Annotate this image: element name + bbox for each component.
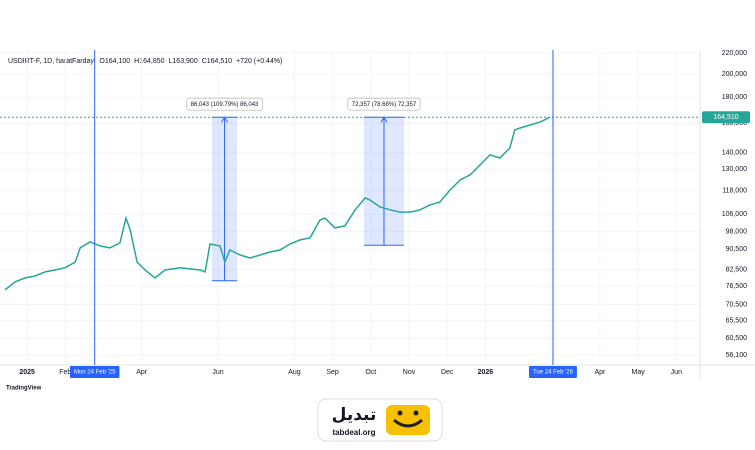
y-tick-label: 118,000 <box>722 187 747 194</box>
x-tick-label: Feb <box>59 369 71 376</box>
x-tick-label: Oct <box>365 369 376 376</box>
x-tick-label: Jun <box>212 369 223 376</box>
last-price-tag <box>702 111 750 124</box>
x-tick-label: Sep <box>326 369 339 376</box>
header-item: L163,900 <box>169 58 198 65</box>
price-line <box>4 116 551 291</box>
logo-dot <box>413 410 419 416</box>
measure-label-box <box>347 97 421 111</box>
logo-icon <box>386 405 430 435</box>
y-tick-label: 82,500 <box>726 267 748 274</box>
measure-label: 86,043 (109.79%) 86,043 <box>191 102 259 108</box>
y-tick-label: 56,100 <box>726 352 748 359</box>
x-tick-label: 2026 <box>478 369 494 376</box>
last-price-label: 164,510 <box>713 114 738 121</box>
measure-label-box <box>186 97 263 111</box>
x-tick-label: May <box>632 369 646 376</box>
y-tick-label: 160,000 <box>722 120 747 127</box>
y-tick-label: 180,000 <box>722 94 747 101</box>
y-tick-label: 65,500 <box>726 318 748 325</box>
measure-arrowhead <box>380 116 388 123</box>
logo-smile <box>393 418 423 428</box>
header-item: USDIRT-F, 1D, haratFardayi <box>8 58 96 65</box>
crosshair-label: Tue 24 Feb '26 <box>533 370 574 376</box>
x-tick-label: Aug <box>288 369 301 376</box>
logo-text: تبدیل <box>332 405 377 425</box>
header-item: O164,100 <box>99 58 130 65</box>
y-tick-label: 130,000 <box>722 166 747 173</box>
y-tick-label: 220,000 <box>722 50 747 57</box>
y-tick-label: 106,000 <box>722 211 747 218</box>
crosshair-label: Mon 24 Feb '25 <box>74 370 116 376</box>
header: USDIRT-F, 1D, haratFardayi O164,100 H164,8… <box>8 58 282 65</box>
y-tick-label: 70,500 <box>726 301 748 308</box>
header-item: C164,510 <box>202 58 232 65</box>
x-tick-label: Apr <box>594 369 606 376</box>
x-tick-label: 2025 <box>19 369 35 376</box>
crosshair-tag <box>69 366 120 378</box>
x-tick-label: Nov <box>403 369 416 376</box>
y-tick-label: 98,000 <box>726 229 748 236</box>
logo-dot <box>397 410 403 416</box>
x-tick-label: Jun <box>671 369 682 376</box>
logo-url: tabdeal.org <box>332 428 375 437</box>
header-item: H164,850 <box>134 58 164 65</box>
header-item: +720 (+0.44%) <box>236 58 282 65</box>
y-tick-label: 140,000 <box>722 150 747 157</box>
y-tick-label: 76,500 <box>726 283 748 290</box>
y-tick-label: 60,500 <box>726 335 748 342</box>
x-tick-label: Apr <box>136 369 148 376</box>
brand: TradingView <box>6 386 42 392</box>
measure-label: 72,357 (78.68%) 72,357 <box>352 102 417 108</box>
y-tick-label: 200,000 <box>722 71 747 78</box>
watermark-logo: تبدیل tabdeal.org <box>317 398 443 442</box>
crosshair-tag <box>528 366 577 378</box>
y-tick-label: 90,500 <box>726 246 748 253</box>
x-tick-label: Dec <box>441 369 454 376</box>
